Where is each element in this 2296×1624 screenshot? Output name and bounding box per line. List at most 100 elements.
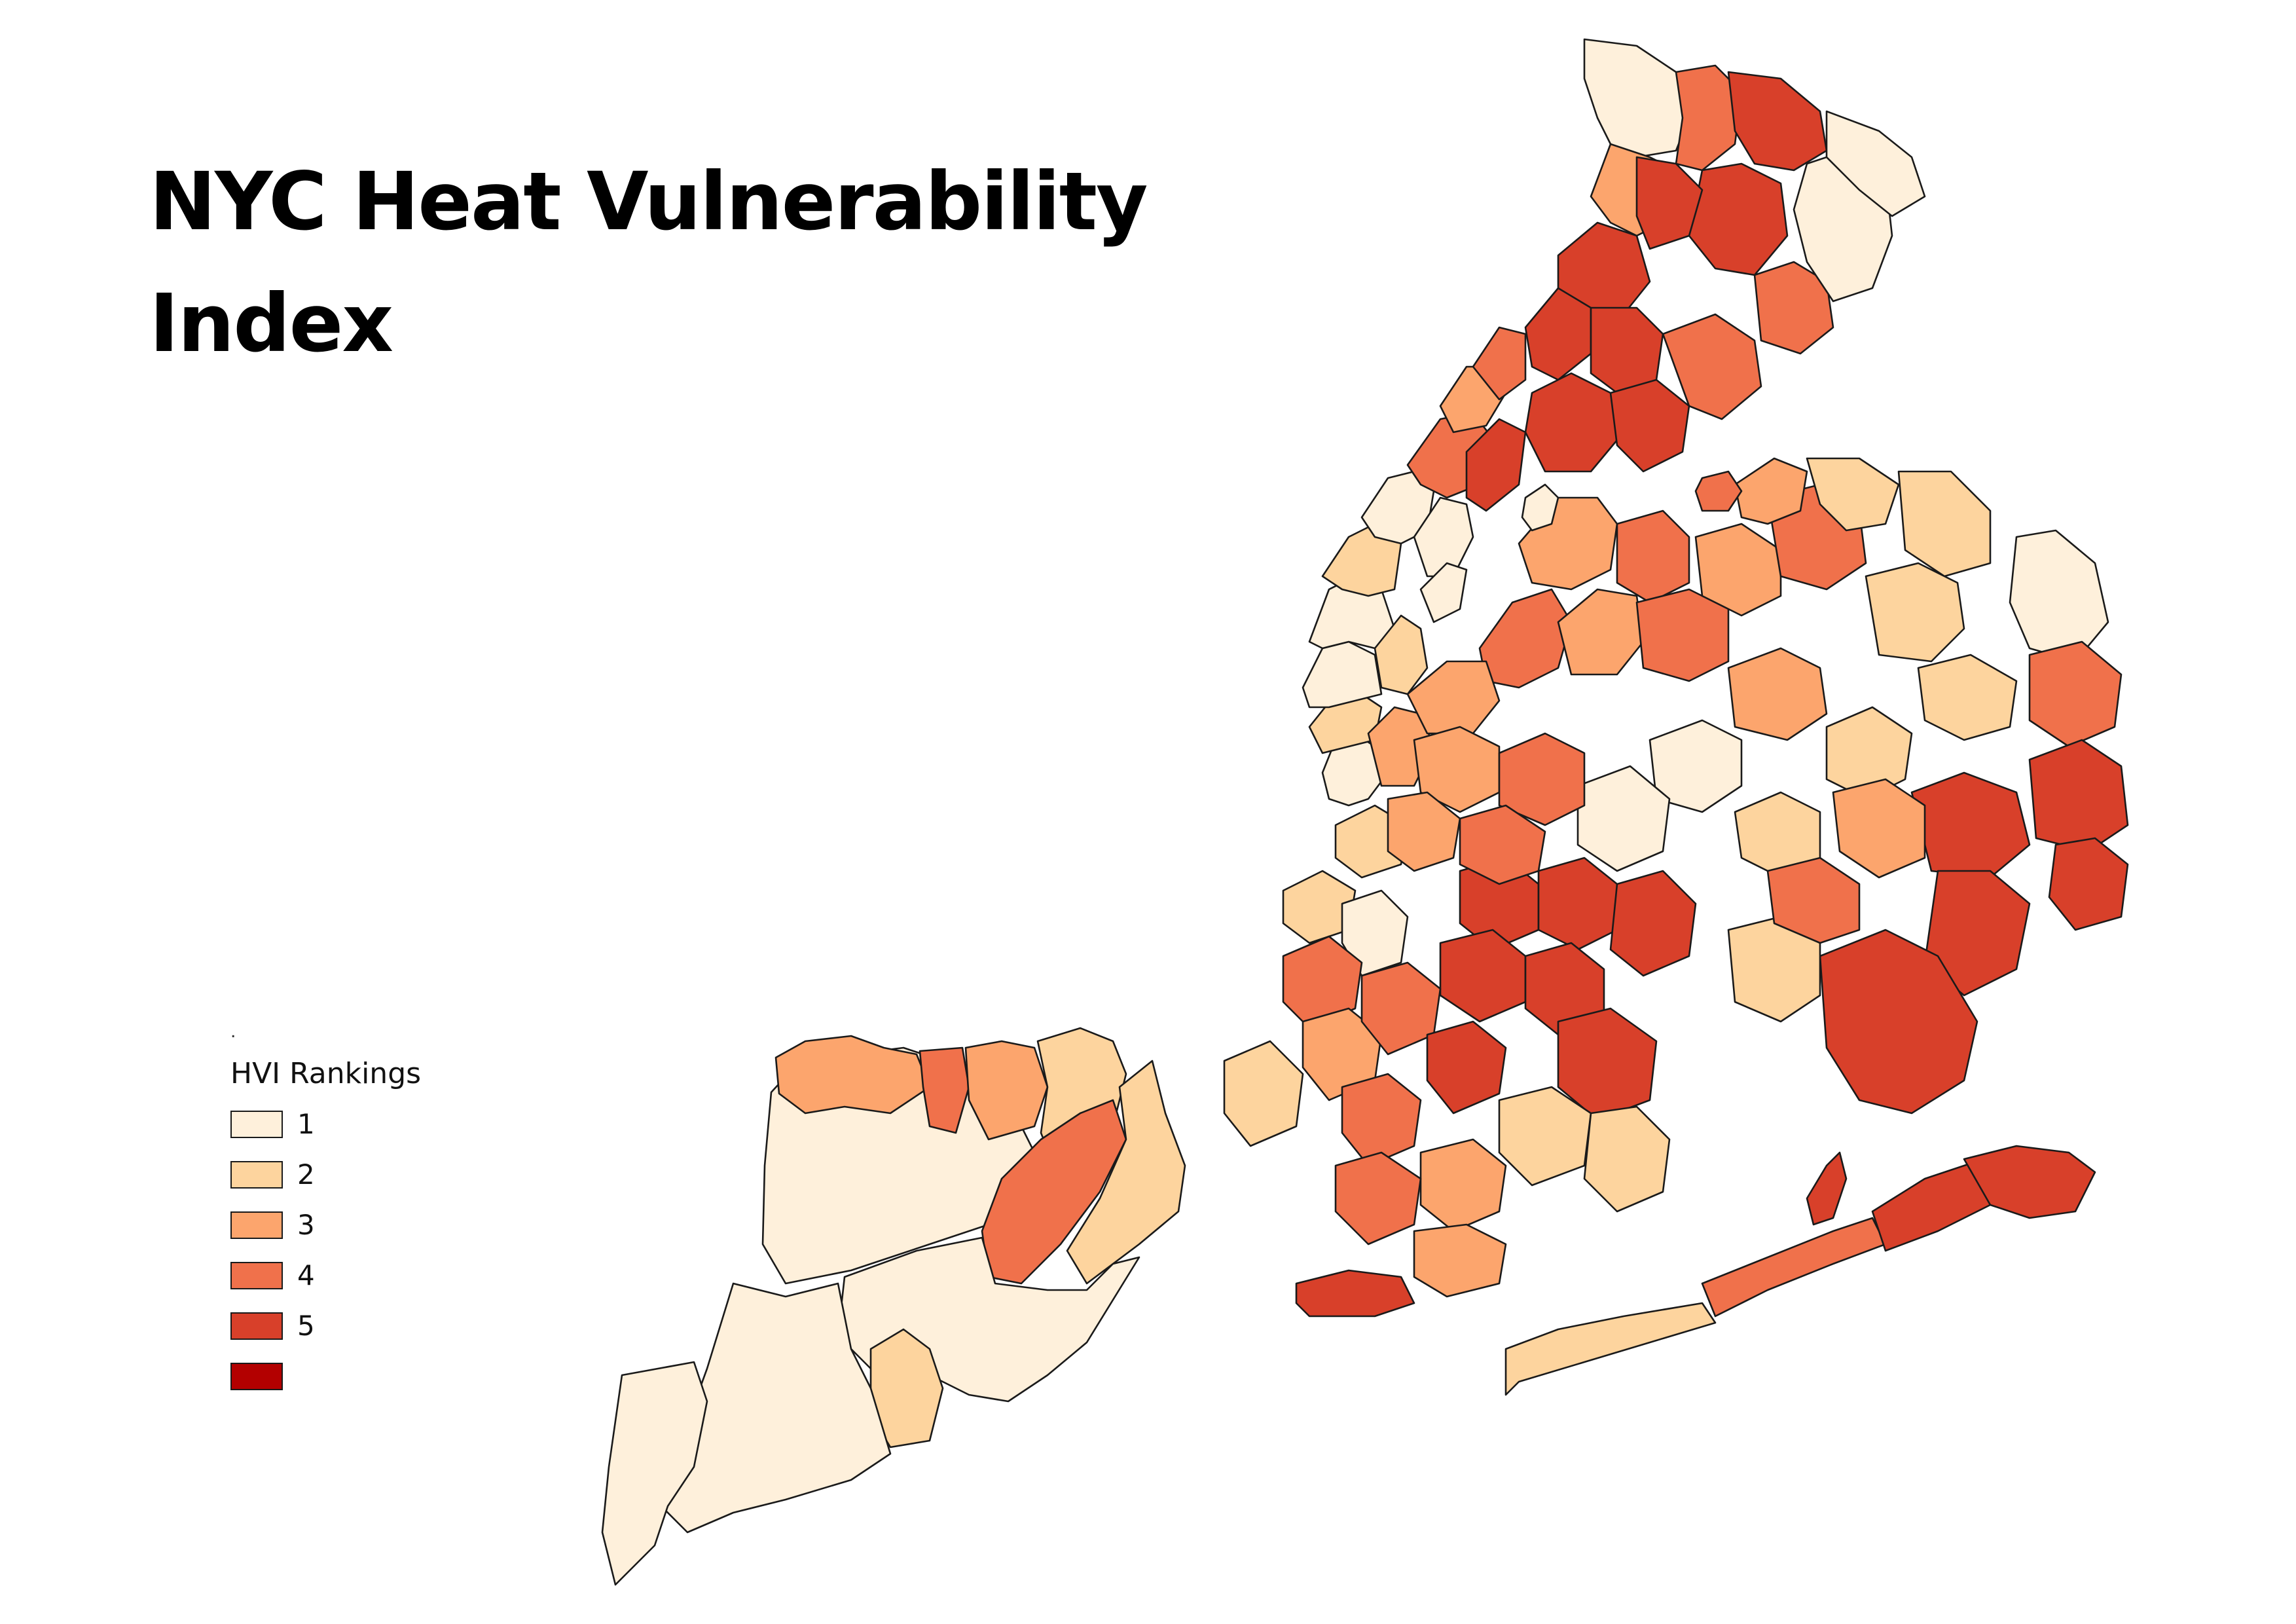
region-queens-college-point: [1734, 457, 1808, 525]
region-rikers: [1694, 470, 1743, 512]
region-queens-rockaway-mid: [1701, 1217, 1887, 1318]
region-bronx-castle-hill: [1753, 261, 1834, 355]
region-brooklyn-bay-ridge: [1223, 1040, 1304, 1147]
region-manhattan-upper-west: [1360, 470, 1435, 545]
legend: . HVI Rankings 1 2 3 4 5: [230, 1022, 505, 1401]
region-bronx-riverdale: [1583, 38, 1690, 158]
region-queens-whitestone: [1806, 457, 1900, 532]
legend-label-1: 1: [297, 1108, 315, 1140]
region-bronx-soundview: [1662, 313, 1762, 420]
borough-queens: [1478, 457, 2129, 1396]
region-queens-jfk: [1819, 929, 1978, 1115]
region-brooklyn-brighton-beach: [1413, 1223, 1507, 1298]
legend-swatch-4: [230, 1261, 283, 1289]
map-title-line-2: Index: [149, 277, 393, 370]
region-brooklyn-park-slope: [1341, 889, 1409, 977]
legend-label-2: 2: [297, 1158, 315, 1190]
region-queens-jackson-heights: [1616, 509, 1690, 604]
region-brooklyn-flatlands: [1498, 1086, 1592, 1187]
region-queens-laurelton: [2048, 837, 2129, 931]
region-brooklyn-gravesend: [1334, 1151, 1422, 1246]
region-manhattan-inwood: [1472, 326, 1527, 401]
region-manhattan-central-park: [1419, 562, 1468, 623]
region-randalls-island: [1521, 483, 1559, 532]
region-manhattan-murray-hill: [1374, 614, 1429, 695]
region-queens-douglaston: [2009, 529, 2109, 663]
region-bronx-mosholu: [1675, 64, 1743, 172]
islands: [1521, 470, 1848, 1226]
region-queens-long-island-city: [1478, 588, 1573, 689]
legend-item-4: 4: [230, 1250, 505, 1301]
region-bronx-highbridge: [1524, 287, 1592, 381]
borough-staten-island: [601, 1027, 1186, 1586]
region-bronx-mott-haven: [1524, 372, 1625, 473]
legend-swatch-6: [230, 1362, 283, 1390]
map-title: NYC Heat Vulnerability Index: [149, 141, 1262, 384]
region-queens-hollis: [1917, 654, 2018, 741]
borough-manhattan: [1302, 326, 1527, 807]
region-brooklyn-sheepshead: [1419, 1138, 1507, 1232]
region-brooklyn-greenpoint: [1406, 660, 1501, 735]
region-queens-richmond-hill: [1832, 778, 1926, 879]
region-si-east: [1066, 1060, 1186, 1285]
legend-title: HVI Rankings: [230, 1057, 422, 1090]
region-si-north-shore-b: [919, 1046, 970, 1134]
legend-swatch-1: [230, 1110, 283, 1138]
region-bronx-morrisania: [1635, 156, 1704, 250]
region-queens-rockaway-west: [1504, 1302, 1717, 1396]
region-manhattan-village: [1302, 640, 1383, 709]
region-queens-st-albans: [2028, 739, 2129, 853]
region-brooklyn-east-new-york: [1609, 870, 1697, 977]
legend-item-1: 1: [230, 1099, 505, 1149]
region-brooklyn-flatbush: [1439, 929, 1527, 1023]
region-brooklyn-bushwick: [1498, 732, 1586, 826]
region-queens-queens-village: [2028, 640, 2123, 748]
region-manhattan-upper-east: [1413, 496, 1474, 578]
region-queens-elmhurst: [1635, 588, 1730, 682]
region-queens-corona: [1694, 523, 1782, 617]
region-queens-kew-gardens: [1825, 706, 1913, 800]
region-bronx-wakefield: [1727, 71, 1828, 172]
region-queens-forest-hills: [1727, 647, 1828, 741]
region-brooklyn-marine-park: [1583, 1105, 1671, 1213]
borough-brooklyn: [1223, 660, 1697, 1318]
region-si-south-west: [601, 1361, 708, 1586]
map-title-line-1: NYC Heat Vulnerability: [149, 155, 1148, 248]
region-brooklyn-bensonhurst: [1341, 1073, 1422, 1167]
legend-label-3: 3: [297, 1209, 315, 1241]
legend-swatch-3: [230, 1211, 283, 1239]
region-queens-fresh-meadows: [1865, 562, 1965, 663]
region-bronx-pelham: [1825, 110, 1926, 217]
legend-item-3: 3: [230, 1200, 505, 1250]
region-si-north-shore-c: [964, 1040, 1049, 1141]
region-bronx-parkchester: [1688, 162, 1789, 276]
borough-bronx: [1524, 38, 1926, 473]
legend-label-4: 4: [297, 1259, 315, 1291]
region-brooklyn-coney-island: [1295, 1269, 1415, 1318]
region-queens-bayside: [1897, 470, 1992, 578]
legend-label-5: 5: [297, 1310, 315, 1342]
region-broad-channel: [1806, 1151, 1848, 1226]
legend-item-2: 2: [230, 1149, 505, 1200]
region-brooklyn-brownsville: [1537, 857, 1618, 951]
region-brooklyn-midwood: [1426, 1020, 1507, 1115]
region-brooklyn-fort-greene: [1387, 791, 1461, 872]
region-queens-jamaica: [1910, 771, 2031, 879]
legend-swatch-5: [230, 1312, 283, 1340]
region-manhattan-east-harlem: [1465, 418, 1527, 512]
region-queens-far-rockaway: [1963, 1145, 2096, 1219]
region-queens-ridgewood: [1576, 765, 1671, 872]
region-queens-ozone-park: [1766, 857, 1861, 944]
region-manhattan-chelsea: [1321, 523, 1402, 597]
region-brooklyn-canarsie: [1557, 1007, 1658, 1121]
region-si-north-shore-a: [774, 1035, 931, 1115]
region-queens-sunnyside: [1557, 588, 1645, 676]
legend-item-6: [230, 1351, 505, 1401]
region-bronx-hunts-point: [1609, 378, 1690, 473]
legend-marker: .: [230, 1020, 236, 1042]
legend-swatch-2: [230, 1160, 283, 1189]
region-bronx-tremont: [1590, 306, 1664, 394]
legend-item-5: 5: [230, 1301, 505, 1351]
region-brooklyn-sunset-park: [1282, 935, 1363, 1029]
